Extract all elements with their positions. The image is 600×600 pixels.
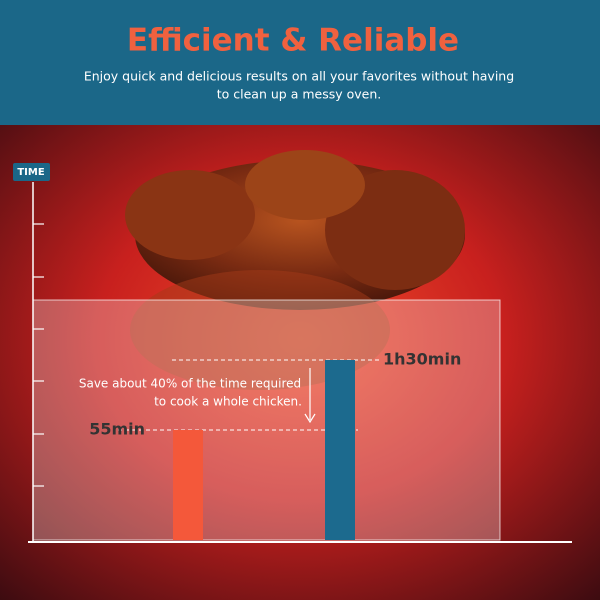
axis-ticks xyxy=(33,223,44,487)
bar xyxy=(173,430,203,540)
header xyxy=(0,0,600,125)
bar xyxy=(325,360,355,540)
arrow-head xyxy=(304,413,316,424)
title: Efficient & Reliable xyxy=(127,23,459,59)
y-label-box xyxy=(13,163,50,181)
y-label: TIME xyxy=(17,167,44,178)
annotation: Save about 40% of the time required xyxy=(79,377,301,391)
annotation: to cook a whole chicken. xyxy=(154,395,302,409)
value-label: 55min xyxy=(89,420,145,439)
subtitle: Enjoy quick and delicious results on all… xyxy=(84,69,514,84)
subtitle: to clean up a messy oven. xyxy=(217,87,381,102)
value-label: 1h30min xyxy=(383,350,461,369)
panel xyxy=(32,299,501,541)
